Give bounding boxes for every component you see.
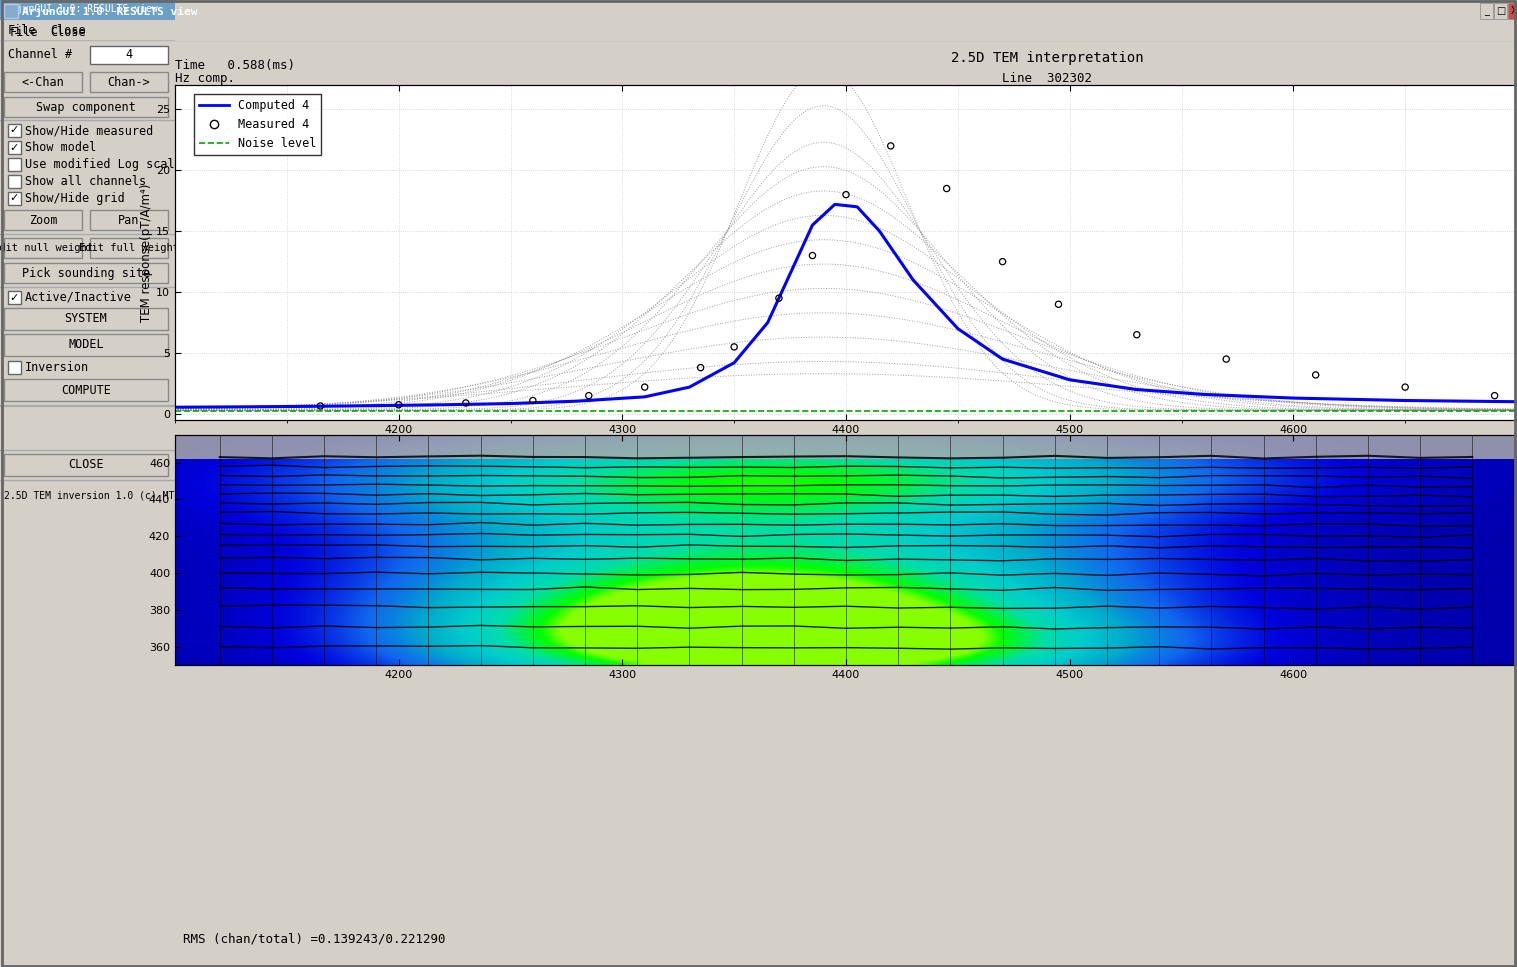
Text: ✓: ✓ <box>9 292 20 303</box>
Legend: Computed 4, Measured 4, Noise level: Computed 4, Measured 4, Noise level <box>194 94 322 155</box>
Text: Hz comp.: Hz comp. <box>174 72 235 85</box>
Text: MODEL: MODEL <box>68 338 103 351</box>
Bar <box>8 361 21 374</box>
Text: File: File <box>11 25 38 39</box>
Bar <box>5 4 18 18</box>
Text: Line  302302: Line 302302 <box>1003 72 1092 85</box>
Text: RMS (chan/total) =0.139243/0.221290: RMS (chan/total) =0.139243/0.221290 <box>182 932 444 945</box>
Bar <box>5 97 168 117</box>
Bar <box>0 0 174 20</box>
Text: ArjunGUI 1.0: RESULTS view: ArjunGUI 1.0: RESULTS view <box>23 6 197 16</box>
Text: File: File <box>8 23 36 37</box>
Bar <box>90 210 168 230</box>
Text: X: X <box>1511 6 1517 16</box>
Point <box>801 248 825 263</box>
Text: Chan->: Chan-> <box>108 75 150 89</box>
Bar <box>5 210 82 230</box>
Text: Show all channels: Show all channels <box>24 175 146 188</box>
Point <box>308 398 332 414</box>
Text: <-Chan: <-Chan <box>21 75 64 89</box>
Bar <box>5 308 168 330</box>
Text: COMPUTE: COMPUTE <box>61 384 111 396</box>
Text: Close: Close <box>50 25 85 39</box>
Bar <box>8 175 21 188</box>
Text: 4: 4 <box>126 48 132 62</box>
Bar <box>5 238 82 258</box>
Text: Time   0.588(ms): Time 0.588(ms) <box>174 59 294 72</box>
Point <box>766 290 790 306</box>
Point <box>878 138 903 154</box>
Text: SYSTEM: SYSTEM <box>65 312 108 326</box>
Bar <box>5 454 168 476</box>
Point <box>1124 327 1148 342</box>
Text: ✓: ✓ <box>9 193 20 203</box>
Bar <box>90 46 168 64</box>
Point <box>991 254 1015 270</box>
Bar <box>8 141 21 154</box>
Bar <box>8 158 21 171</box>
Text: _: _ <box>1484 6 1490 16</box>
Y-axis label: TEM response(pT/A/m⁴): TEM response(pT/A/m⁴) <box>140 184 153 322</box>
Point <box>722 339 746 355</box>
Point <box>387 397 411 413</box>
Text: □: □ <box>1496 6 1505 16</box>
Text: Show/Hide measured: Show/Hide measured <box>24 124 153 137</box>
Bar <box>8 124 21 137</box>
Bar <box>1481 3 1493 19</box>
Point <box>1482 388 1506 403</box>
Point <box>1303 367 1327 383</box>
Text: Close: Close <box>50 23 85 37</box>
Bar <box>5 263 168 283</box>
Point <box>454 396 478 411</box>
Text: Swap component: Swap component <box>36 101 137 113</box>
Text: Show model: Show model <box>24 141 96 154</box>
Text: CLOSE: CLOSE <box>68 458 103 472</box>
Bar <box>3 4 17 16</box>
Text: Zoom: Zoom <box>29 214 58 226</box>
Point <box>934 181 959 196</box>
Text: Inversion: Inversion <box>24 361 90 374</box>
Point <box>834 187 859 202</box>
Text: Edit null weight: Edit null weight <box>0 243 93 253</box>
Text: Show/Hide grid: Show/Hide grid <box>24 192 124 205</box>
Bar <box>174 435 1517 459</box>
Point <box>633 379 657 395</box>
Bar <box>5 72 82 92</box>
Bar <box>5 334 168 356</box>
Text: Channel #: Channel # <box>8 48 73 62</box>
Text: Pick sounding site: Pick sounding site <box>21 267 150 279</box>
Text: Use modified Log scale: Use modified Log scale <box>24 158 182 171</box>
Text: Active/Inactive: Active/Inactive <box>24 291 132 304</box>
Bar <box>90 238 168 258</box>
Text: ✓: ✓ <box>9 142 20 153</box>
Text: Edit full weight: Edit full weight <box>79 243 179 253</box>
Bar <box>8 192 21 205</box>
Point <box>689 360 713 375</box>
Bar <box>5 379 168 401</box>
Point <box>520 393 545 408</box>
Text: 2.5D TEM interpretation: 2.5D TEM interpretation <box>951 51 1144 65</box>
Text: 2.5D TEM inversion 1.0 (c) MTP 2014: 2.5D TEM inversion 1.0 (c) MTP 2014 <box>5 490 209 500</box>
Text: ✓: ✓ <box>9 126 20 135</box>
Text: ArjunGUI 1.0: RESULTS view: ArjunGUI 1.0: RESULTS view <box>5 4 158 14</box>
Point <box>1393 379 1417 395</box>
Text: Pan: Pan <box>118 214 140 226</box>
Point <box>1047 297 1071 312</box>
Point <box>576 388 601 403</box>
Bar <box>90 72 168 92</box>
Bar <box>1508 3 1517 19</box>
Bar <box>0 20 174 40</box>
Bar <box>8 291 21 304</box>
Point <box>1214 351 1238 366</box>
Bar <box>1494 3 1506 19</box>
